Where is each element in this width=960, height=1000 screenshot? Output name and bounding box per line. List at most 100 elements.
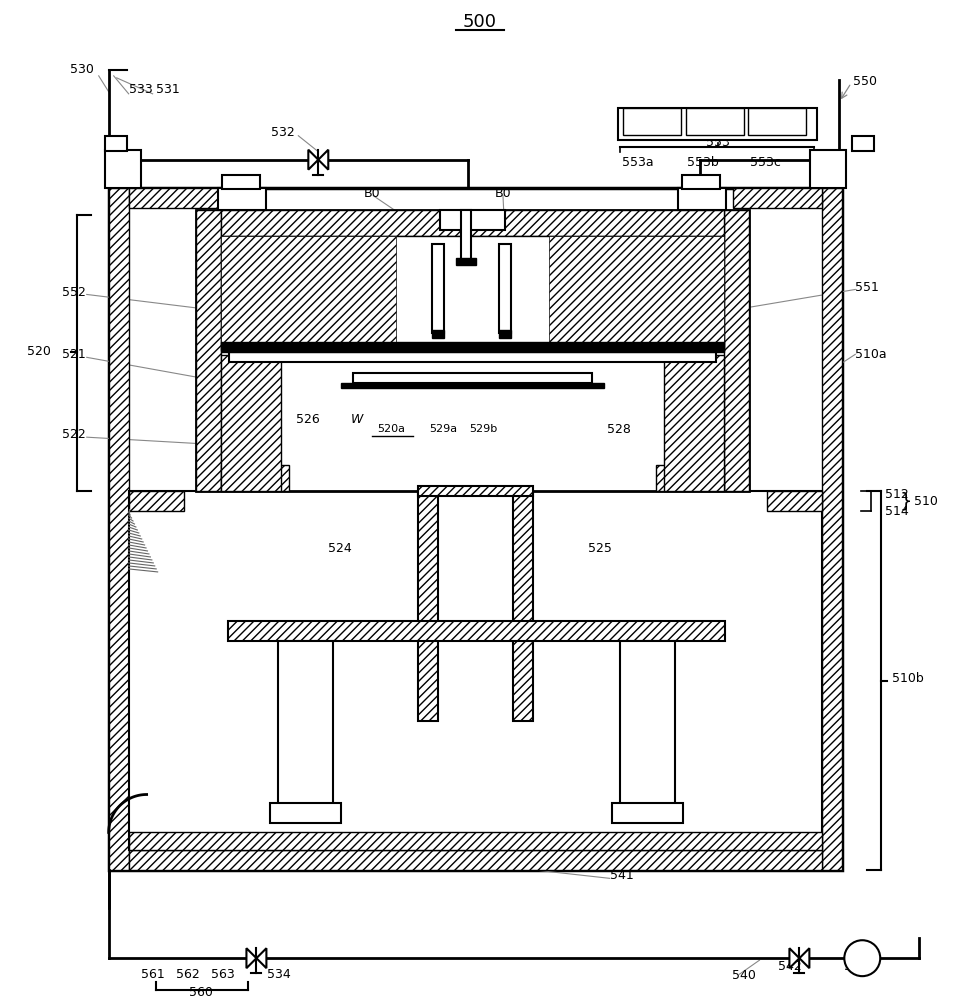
Bar [222,236,724,350]
Text: 553c: 553c [750,156,780,169]
Bar [499,244,511,333]
Text: 561: 561 [141,968,164,981]
Text: 529a: 529a [429,424,457,434]
Text: 553a: 553a [622,156,654,169]
Polygon shape [256,948,267,968]
Text: 529: 529 [530,375,554,388]
Text: 562: 562 [176,968,200,981]
Text: P: P [857,952,867,965]
Text: 533: 533 [129,83,153,96]
Text: 560: 560 [188,986,212,999]
Text: 510a: 510a [855,348,887,361]
Bar [105,150,140,188]
Text: 500: 500 [463,13,497,31]
Text: 553b: 553b [686,156,718,169]
Text: 520: 520 [27,345,51,358]
Text: 570: 570 [482,208,506,221]
Bar [219,188,267,210]
Bar [620,641,675,815]
Text: 525: 525 [588,542,612,555]
Bar [440,210,505,230]
Text: 530: 530 [70,63,94,76]
Bar [549,236,724,350]
Text: 553: 553 [706,136,730,149]
Bar [222,465,289,491]
Text: 532: 532 [271,126,295,139]
Text: 510b: 510b [892,672,924,685]
Bar [617,108,817,140]
Bar [222,236,396,350]
Bar [852,136,875,151]
Text: W: W [351,413,364,426]
Bar [623,108,681,135]
Text: 551: 551 [855,281,879,294]
Bar [682,175,720,189]
Bar [108,188,842,870]
Bar [271,803,341,823]
Bar [418,491,438,721]
Text: 527: 527 [256,375,280,388]
Circle shape [844,940,880,976]
Bar [499,330,511,338]
Text: 550: 550 [853,75,877,88]
Text: 524: 524 [328,542,352,555]
Bar [129,832,823,850]
Text: 552: 552 [61,286,85,299]
Bar [196,210,750,491]
Text: B0: B0 [494,187,512,200]
Polygon shape [800,948,809,968]
Bar [749,108,806,135]
Bar [456,258,476,265]
Bar [724,210,750,491]
Bar [612,803,683,823]
Text: 541: 541 [610,869,634,882]
Bar [228,621,725,641]
Text: 531: 531 [156,83,180,96]
Text: 529b: 529b [468,424,497,434]
Bar [678,188,726,210]
Bar [461,210,471,260]
Bar [129,188,219,208]
Bar [108,188,129,870]
Bar [810,150,847,188]
Bar [129,850,823,870]
Text: 542: 542 [778,960,802,973]
Text: 520a: 520a [377,424,405,434]
Bar [685,108,743,135]
Bar [823,188,842,870]
Bar [514,491,534,721]
Text: 543: 543 [845,960,868,973]
Text: }: } [900,492,912,511]
Bar [129,491,823,850]
Text: 514: 514 [885,505,909,518]
Text: 522: 522 [62,428,85,441]
Bar [432,330,444,338]
Bar [222,342,724,352]
Bar [278,641,333,815]
Text: B0: B0 [364,187,380,200]
Text: 510: 510 [914,495,938,508]
Text: 534: 534 [267,968,290,981]
Text: 512: 512 [885,488,909,501]
Bar [129,491,183,511]
Bar [418,486,534,496]
Bar [767,491,823,511]
Bar [352,373,592,383]
Bar [222,355,281,491]
Polygon shape [308,150,319,170]
Bar [432,244,444,333]
Bar [105,136,127,151]
Text: 523: 523 [396,215,419,228]
Text: 521: 521 [62,348,85,361]
Text: 528: 528 [607,423,631,436]
Bar [196,210,222,491]
Bar [656,465,724,491]
Text: 563: 563 [210,968,234,981]
Bar [223,175,260,189]
Bar [222,210,724,236]
Polygon shape [319,150,328,170]
Polygon shape [789,948,800,968]
Polygon shape [247,948,256,968]
Text: 540: 540 [732,969,756,982]
Bar [229,352,715,362]
